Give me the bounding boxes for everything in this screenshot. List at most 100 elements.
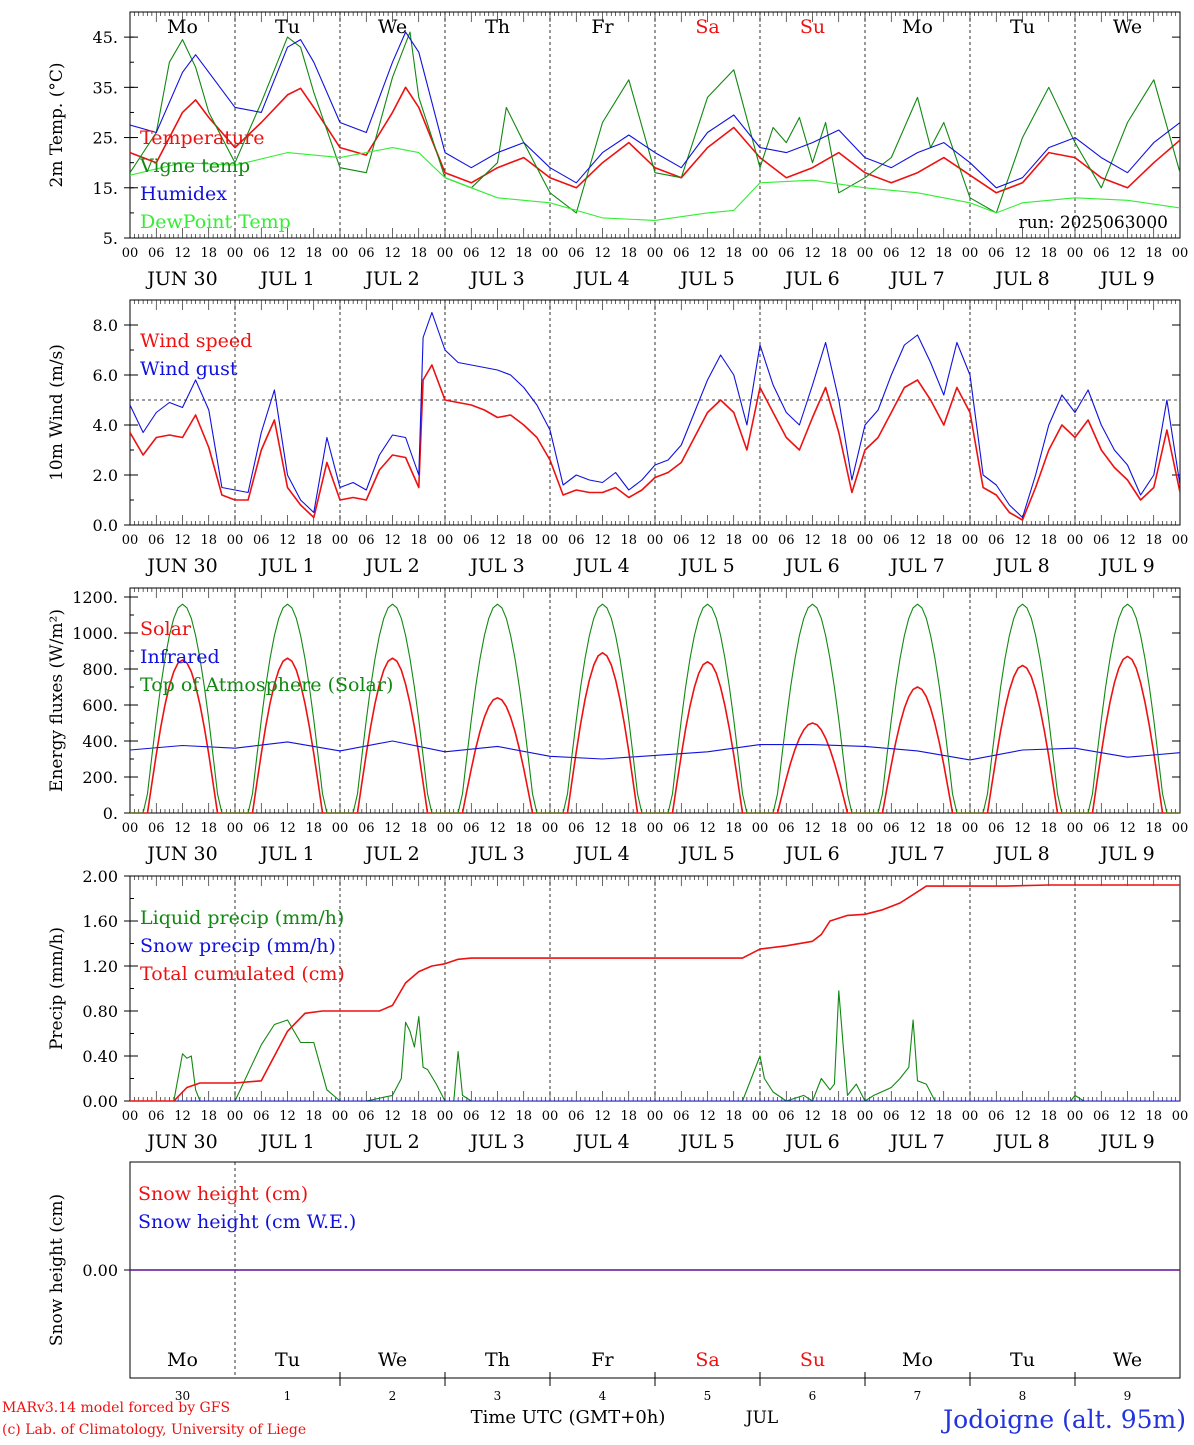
x-hour-label: 00 bbox=[437, 821, 454, 836]
series-line-vigne-temp bbox=[130, 31, 1180, 214]
x-hour-label: 18 bbox=[725, 533, 742, 548]
x-hour-label: 06 bbox=[148, 533, 165, 548]
x-date-label: JUL 4 bbox=[573, 268, 629, 290]
x-date-label: JUL 5 bbox=[678, 268, 734, 290]
series-line-dewpoint-temp bbox=[130, 147, 1180, 221]
x-hour-label: 06 bbox=[778, 533, 795, 548]
x-hour-label: 12 bbox=[384, 821, 401, 836]
x-hour-label: 18 bbox=[1040, 821, 1057, 836]
series-line-humidex bbox=[130, 31, 1180, 189]
panel-1: 5. 15. 25. 35. 45. 2m Temp. (°C) 00 06 12 18 00 06 1… bbox=[47, 11, 1188, 290]
x-hour-label: 00 bbox=[437, 1109, 454, 1124]
x-hour-label: 06 bbox=[1093, 1109, 1110, 1124]
x-hour-label: 18 bbox=[935, 1109, 952, 1124]
x-hour-label: 12 bbox=[174, 1109, 191, 1124]
day-abbr: Tu bbox=[1010, 16, 1035, 38]
x-hour-label: 18 bbox=[725, 1109, 742, 1124]
x-hour-label: 12 bbox=[384, 533, 401, 548]
x-hour-label: 18 bbox=[935, 533, 952, 548]
x-date-label: JUL 1 bbox=[258, 843, 314, 865]
x-hour-label: 00 bbox=[437, 533, 454, 548]
x-hour-label: 06 bbox=[463, 1109, 480, 1124]
day-number: 4 bbox=[599, 1389, 607, 1403]
x-hour-label: 18 bbox=[305, 533, 322, 548]
y-axis-label: Snow height (cm) bbox=[47, 1194, 67, 1346]
x-hour-label: 00 bbox=[1172, 533, 1189, 548]
x-hour-label: 06 bbox=[463, 533, 480, 548]
x-hour-label: 00 bbox=[1067, 1109, 1084, 1124]
x-date-label: JUL 8 bbox=[993, 268, 1049, 290]
x-hour-label: 18 bbox=[935, 246, 952, 261]
legend-entry: DewPoint Temp bbox=[140, 211, 291, 233]
plot-frame bbox=[129, 587, 1181, 814]
x-hour-label: 12 bbox=[1119, 821, 1136, 836]
y-tick-label: 25. bbox=[93, 129, 118, 148]
y-tick-label: 1200. bbox=[72, 588, 118, 607]
panel-3: 0. 200. 400. 600. 800. 1000. 1200. Energy fluxe… bbox=[47, 587, 1188, 865]
day-abbr: We bbox=[1113, 1349, 1142, 1371]
x-date-label: JUL 3 bbox=[468, 555, 524, 577]
x-hour-label: 00 bbox=[437, 246, 454, 261]
x-date-label: JUL 4 bbox=[573, 1131, 629, 1153]
x-hour-label: 12 bbox=[804, 246, 821, 261]
x-date-label: JUL 2 bbox=[363, 1131, 419, 1153]
day-number: 7 bbox=[914, 1389, 922, 1403]
x-hour-label: 18 bbox=[935, 821, 952, 836]
x-hour-label: 18 bbox=[200, 1109, 217, 1124]
y-axis-label: Energy fluxes (W/m²) bbox=[47, 609, 67, 792]
day-abbr: Mo bbox=[902, 1349, 933, 1371]
x-hour-label: 06 bbox=[883, 246, 900, 261]
legend-entry: Liquid precip (mm/h) bbox=[140, 907, 344, 929]
x-date-label: JUL 4 bbox=[573, 843, 629, 865]
x-hour-label: 12 bbox=[174, 821, 191, 836]
x-hour-label: 18 bbox=[410, 821, 427, 836]
x-date-label: JUL 2 bbox=[363, 555, 419, 577]
x-hour-label: 18 bbox=[1145, 246, 1162, 261]
series-line-liquid-precip-mm-h- bbox=[130, 990, 1180, 1101]
x-hour-label: 06 bbox=[253, 246, 270, 261]
x-hour-label: 06 bbox=[988, 821, 1005, 836]
x-hour-label: 06 bbox=[1093, 821, 1110, 836]
x-hour-label: 18 bbox=[410, 246, 427, 261]
x-hour-label: 18 bbox=[830, 246, 847, 261]
x-hour-label: 12 bbox=[1119, 533, 1136, 548]
x-hour-label: 00 bbox=[227, 1109, 244, 1124]
y-axis-label: 2m Temp. (°C) bbox=[47, 62, 67, 187]
x-hour-label: 12 bbox=[489, 533, 506, 548]
y-tick-label: 0.0 bbox=[93, 516, 118, 535]
x-hour-label: 18 bbox=[200, 821, 217, 836]
x-hour-label: 12 bbox=[384, 246, 401, 261]
x-hour-label: 06 bbox=[253, 1109, 270, 1124]
x-hour-label: 18 bbox=[200, 246, 217, 261]
x-date-label: JUL 8 bbox=[993, 555, 1049, 577]
x-hour-label: 00 bbox=[227, 533, 244, 548]
x-hour-label: 00 bbox=[1067, 533, 1084, 548]
x-hour-label: 00 bbox=[647, 821, 664, 836]
y-tick-label: 2.0 bbox=[93, 466, 118, 485]
x-hour-label: 06 bbox=[673, 1109, 690, 1124]
legend-entry: Humidex bbox=[140, 183, 227, 205]
run-label: run: 2025063000 bbox=[1019, 213, 1168, 233]
x-date-label: JUL 9 bbox=[1098, 268, 1154, 290]
x-hour-label: 18 bbox=[725, 246, 742, 261]
y-tick-label: 6.0 bbox=[93, 366, 118, 385]
y-tick-label: 0.40 bbox=[82, 1047, 118, 1066]
y-tick-label: 1000. bbox=[72, 624, 118, 643]
x-hour-label: 00 bbox=[857, 1109, 874, 1124]
x-hour-label: 00 bbox=[332, 1109, 349, 1124]
x-hour-label: 18 bbox=[830, 821, 847, 836]
series-line-solar bbox=[130, 651, 1180, 813]
day-abbr: Tu bbox=[1010, 1349, 1035, 1371]
x-hour-label: 12 bbox=[909, 533, 926, 548]
month-label: JUL bbox=[744, 1408, 778, 1428]
day-abbr: Mo bbox=[167, 16, 198, 38]
x-hour-label: 12 bbox=[174, 246, 191, 261]
day-number: 9 bbox=[1124, 1389, 1132, 1403]
x-hour-label: 06 bbox=[988, 1109, 1005, 1124]
x-hour-label: 12 bbox=[174, 533, 191, 548]
series-group bbox=[130, 603, 1180, 813]
day-abbr: Fr bbox=[591, 16, 614, 38]
x-hour-label: 06 bbox=[568, 1109, 585, 1124]
x-hour-label: 12 bbox=[489, 246, 506, 261]
panel-2: 0.0 2.0 4.0 6.0 8.0 10m Wind (m/s) 00 06 12 18 00 0… bbox=[47, 299, 1189, 577]
